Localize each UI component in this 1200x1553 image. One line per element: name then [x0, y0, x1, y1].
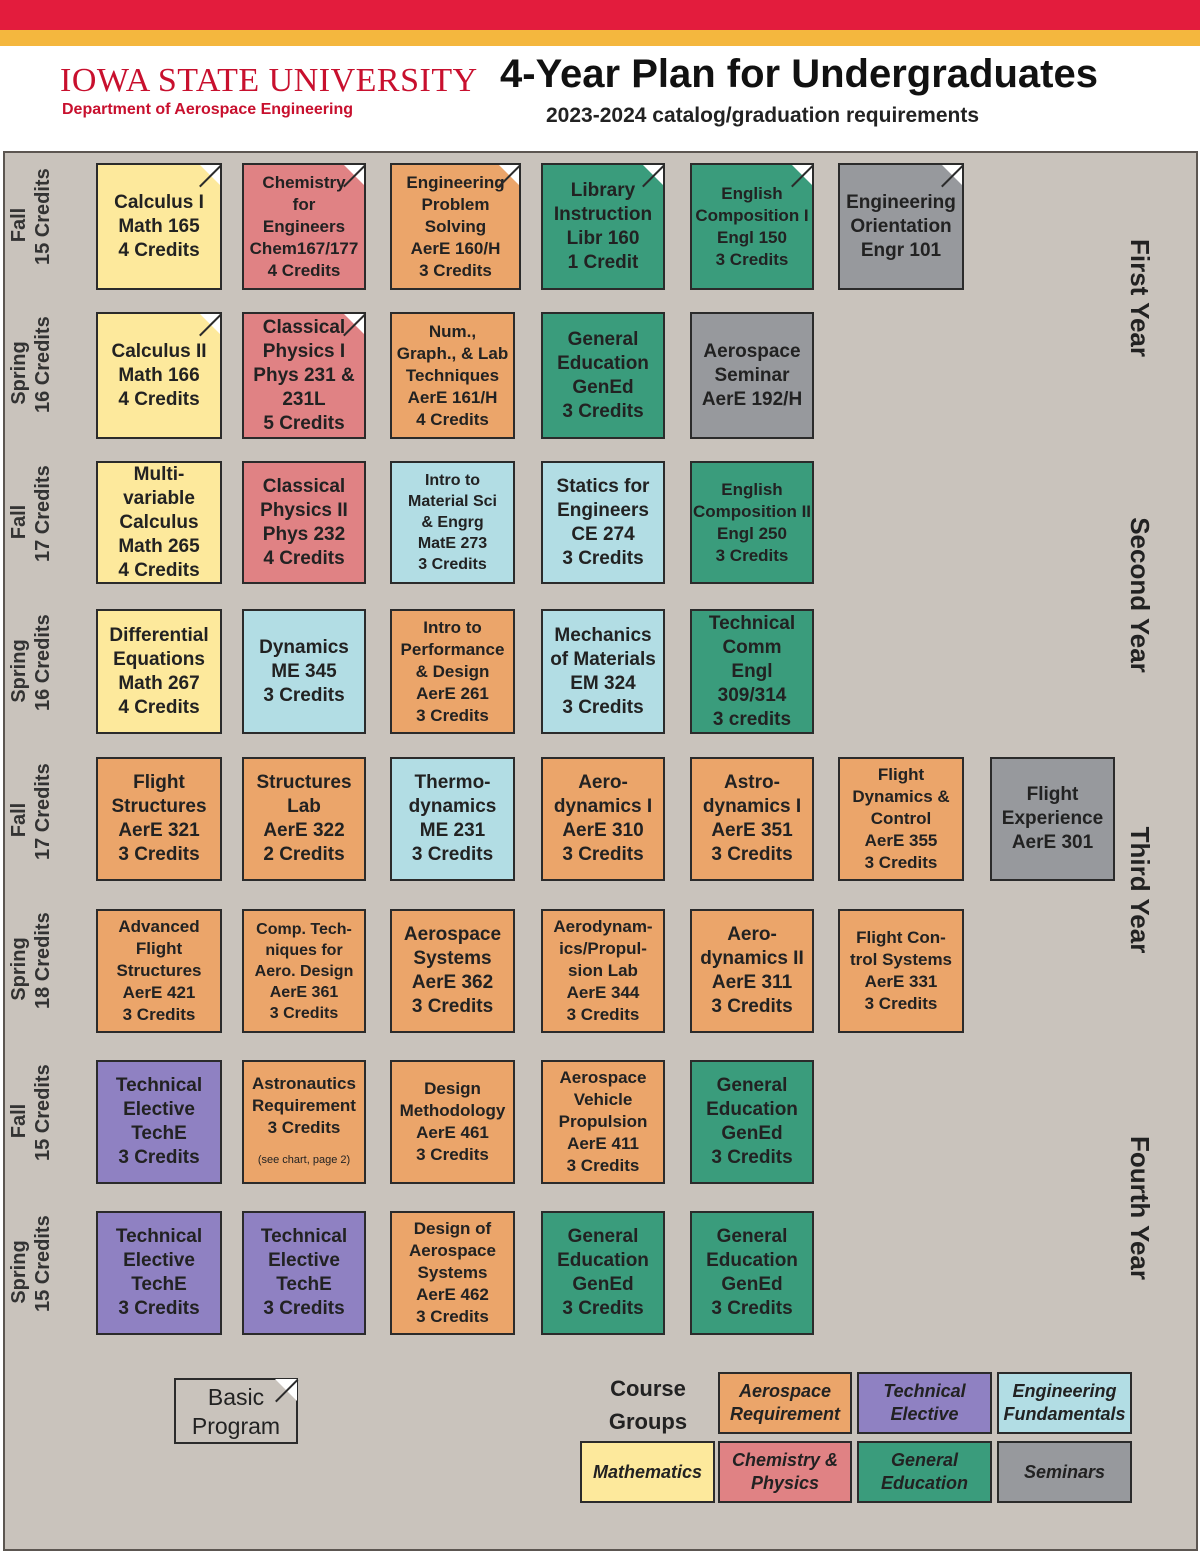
course-aere-362[interactable]: Aerospace Systems AerE 362 3 Credits: [390, 909, 515, 1033]
course-tech-elective[interactable]: Technical Elective TechE 3 Credits: [96, 1060, 222, 1184]
basic-program-key: Basic Program: [174, 1378, 298, 1444]
legend-mathematics: Mathematics: [580, 1441, 715, 1503]
course-astronautics-requirement[interactable]: Astronautics Requirement 3 Credits (see ch…: [242, 1060, 366, 1184]
course-engl-150[interactable]: English Composition I Engl 150 3 Credits: [690, 163, 814, 290]
legend-seminars: Seminars: [997, 1441, 1132, 1503]
legend-engineering-fundamentals: Engineering Fundamentals: [997, 1372, 1132, 1434]
course-gened[interactable]: General Education GenEd 3 Credits: [541, 1211, 665, 1335]
course-ce-274[interactable]: Statics for Engineers CE 274 3 Credits: [541, 461, 665, 584]
legend-general-education: General Education: [857, 1441, 992, 1503]
basic-program-corner-icon: [642, 165, 663, 186]
course-aere-192[interactable]: Aerospace Seminar AerE 192/H: [690, 312, 814, 439]
course-math-165[interactable]: Calculus I Math 165 4 Credits: [96, 163, 222, 290]
course-aere-301[interactable]: Flight Experience AerE 301: [990, 757, 1115, 881]
basic-program-corner-icon: [199, 165, 220, 186]
basic-program-corner-icon: [498, 165, 519, 186]
page-subtitle: 2023-2024 catalog/graduation requirement…: [546, 104, 979, 127]
course-phys-231[interactable]: Classical Physics I Phys 231 & 231L 5 Credit…: [242, 312, 366, 439]
course-aere-322[interactable]: Structures Lab AerE 322 2 Credits: [242, 757, 366, 881]
department-name: Department of Aerospace Engineering: [62, 101, 354, 118]
university-name: IOWA STATE UNIVERSITY: [60, 62, 478, 99]
course-me-231[interactable]: Thermo-dynamics ME 231 3 Credits: [390, 757, 515, 881]
year-label-fourth: Fourth Year: [1125, 1135, 1155, 1280]
course-aere-355[interactable]: Flight Dynamics & Control AerE 355 3 Credits: [838, 757, 964, 881]
course-tech-elective[interactable]: Technical Elective TechE 3 Credits: [96, 1211, 222, 1335]
course-aere-321[interactable]: Flight Structures AerE 321 3 Credits: [96, 757, 222, 881]
top-red-stripe: [0, 0, 1200, 30]
course-me-345[interactable]: Dynamics ME 345 3 Credits: [242, 609, 366, 734]
course-aere-411[interactable]: Aerospace Vehicle Propulsion AerE 411 3 Cred…: [541, 1060, 665, 1184]
course-aere-421[interactable]: Advanced Flight Structures AerE 421 3 Credit…: [96, 909, 222, 1033]
year-label-second: Second Year: [1125, 517, 1155, 673]
course-engr-101[interactable]: Engineering Orientation Engr 101: [838, 163, 964, 290]
semester-label: Fall 15 Credits: [8, 1064, 54, 1161]
course-aere-161[interactable]: Num., Graph., & Lab Techniques AerE 161/H 4 …: [390, 312, 515, 439]
course-aere-310[interactable]: Aero-dynamics I AerE 310 3 Credits: [541, 757, 665, 881]
course-engl-250[interactable]: English Composition II Engl 250 3 Credits: [690, 461, 814, 584]
year-label-first: First Year: [1125, 238, 1155, 358]
basic-program-corner-icon: [199, 314, 220, 335]
legend-chemistry-physics: Chemistry & Physics: [718, 1441, 852, 1503]
legend-aerospace-requirement: Aerospace Requirement: [718, 1372, 852, 1434]
course-gened[interactable]: General Education GenEd 3 Credits: [690, 1060, 814, 1184]
semester-label: Fall 17 Credits: [8, 763, 54, 860]
course-aere-361[interactable]: Comp. Tech-niques for Aero. Design AerE 36…: [242, 909, 366, 1033]
page-title: 4-Year Plan for Undergraduates: [500, 52, 1098, 96]
course-gened[interactable]: General Education GenEd 3 Credits: [690, 1211, 814, 1335]
course-aere-261[interactable]: Intro to Performance & Design AerE 261 3 Cre…: [390, 609, 515, 734]
course-phys-232[interactable]: Classical Physics II Phys 232 4 Credits: [242, 461, 366, 584]
semester-label: Fall 15 Credits: [8, 168, 54, 265]
semester-label: Spring 16 Credits: [8, 316, 54, 413]
course-groups-label: Course Groups: [608, 1376, 688, 1434]
legend-technical-elective: Technical Elective: [857, 1372, 992, 1434]
year-label-third: Third Year: [1125, 826, 1155, 954]
course-math-267[interactable]: Differential Equations Math 267 4 Credits: [96, 609, 222, 734]
basic-program-corner-icon: [343, 314, 364, 335]
course-aere-160[interactable]: Engineering Problem Solving AerE 160/H 3 Cre…: [390, 163, 521, 290]
basic-program-corner-icon: [791, 165, 812, 186]
basic-program-corner-icon: [275, 1379, 297, 1401]
course-aere-311[interactable]: Aero-dynamics II AerE 311 3 Credits: [690, 909, 814, 1033]
top-gold-stripe: [0, 30, 1200, 46]
course-chem-167[interactable]: Chemistry for Engineers Chem167/177 4 Credit…: [242, 163, 366, 290]
see-chart-note: (see chart, page 2): [257, 1154, 351, 1166]
course-aere-462[interactable]: Design of Aerospace Systems AerE 462 3 Credi…: [390, 1211, 515, 1335]
semester-label: Fall 17 Credits: [8, 465, 54, 562]
basic-program-corner-icon: [941, 165, 962, 186]
course-gened[interactable]: General Education GenEd 3 Credits: [541, 312, 665, 439]
course-aere-461[interactable]: Design Methodology AerE 461 3 Credits: [390, 1060, 515, 1184]
course-mate-273[interactable]: Intro to Material Sci & Engrg MatE 273 3 Cre…: [390, 461, 515, 584]
semester-label: Spring 18 Credits: [8, 912, 54, 1009]
course-math-166[interactable]: Calculus II Math 166 4 Credits: [96, 312, 222, 439]
basic-program-corner-icon: [343, 165, 364, 186]
semester-label: Spring 15 Credits: [8, 1215, 54, 1312]
course-math-265[interactable]: Multi-variable Calculus Math 265 4 Credits: [96, 461, 222, 584]
course-aere-351[interactable]: Astro-dynamics I AerE 351 3 Credits: [690, 757, 814, 881]
course-libr-160[interactable]: Library Instruction Libr 160 1 Credit: [541, 163, 665, 290]
course-aere-344[interactable]: Aerodynam-ics/Propul-sion Lab AerE 344 3 C…: [541, 909, 665, 1033]
course-engl-309[interactable]: Technical Comm Engl 309/314 3 credits: [690, 609, 814, 734]
course-tech-elective[interactable]: Technical Elective TechE 3 Credits: [242, 1211, 366, 1335]
course-em-324[interactable]: Mechanics of Materials EM 324 3 Credits: [541, 609, 665, 734]
semester-label: Spring 16 Credits: [8, 614, 54, 711]
course-aere-331[interactable]: Flight Con-trol Systems AerE 331 3 Credits: [838, 909, 964, 1033]
